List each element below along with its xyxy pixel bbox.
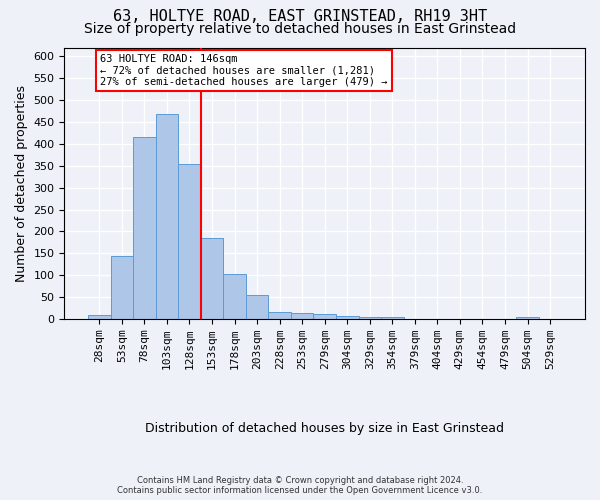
Y-axis label: Number of detached properties: Number of detached properties — [15, 84, 28, 282]
Bar — [268, 312, 291, 319]
Text: Size of property relative to detached houses in East Grinstead: Size of property relative to detached ho… — [84, 22, 516, 36]
Bar — [291, 313, 313, 319]
Bar — [381, 317, 404, 319]
Bar — [246, 296, 268, 319]
Bar — [223, 274, 246, 319]
Bar — [336, 316, 359, 319]
Bar — [178, 164, 201, 319]
Bar — [155, 114, 178, 319]
Bar — [133, 137, 155, 319]
Bar — [201, 238, 223, 319]
Bar — [359, 317, 381, 319]
Text: 63 HOLTYE ROAD: 146sqm
← 72% of detached houses are smaller (1,281)
27% of semi-: 63 HOLTYE ROAD: 146sqm ← 72% of detached… — [100, 54, 388, 88]
Bar — [516, 317, 539, 319]
Text: 63, HOLTYE ROAD, EAST GRINSTEAD, RH19 3HT: 63, HOLTYE ROAD, EAST GRINSTEAD, RH19 3H… — [113, 9, 487, 24]
X-axis label: Distribution of detached houses by size in East Grinstead: Distribution of detached houses by size … — [145, 422, 504, 435]
Bar — [110, 256, 133, 319]
Bar — [313, 314, 336, 319]
Text: Contains HM Land Registry data © Crown copyright and database right 2024.
Contai: Contains HM Land Registry data © Crown c… — [118, 476, 482, 495]
Bar — [88, 314, 110, 319]
